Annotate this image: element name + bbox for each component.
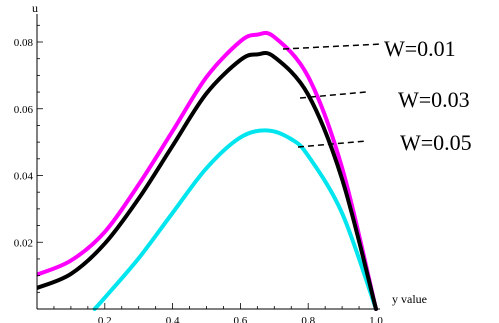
x-tick-label: 0.4 xyxy=(166,315,180,323)
series-line-w-0-01 xyxy=(37,30,378,311)
axes-layer xyxy=(36,14,380,310)
legend-label: W=0.03 xyxy=(398,87,470,112)
series-layer xyxy=(37,30,378,311)
legend-leader-line xyxy=(297,140,367,148)
labels-layer: 0.02 0.04 0.06 0.08 0.2 0.4 0.6 0.8 1.0 u y value xyxy=(14,1,427,323)
x-tick-label: 1.0 xyxy=(369,315,383,323)
x-tick-label: 0.6 xyxy=(234,315,248,323)
x-tick-label: 0.8 xyxy=(301,315,315,323)
legend-label: W=0.05 xyxy=(400,130,472,155)
y-tick-label: 0.02 xyxy=(14,237,33,249)
legend-leader-line xyxy=(282,43,383,50)
x-tick-label: 0.2 xyxy=(98,315,112,323)
y-tick-label: 0.06 xyxy=(14,104,34,116)
legend-leader-line xyxy=(299,91,367,99)
legend-layer: W=0.01 W=0.03 W=0.05 xyxy=(282,36,472,155)
series-line-w-0-03 xyxy=(37,50,378,311)
y-tick-label: 0.04 xyxy=(14,171,34,183)
series-line-w-0-05 xyxy=(92,128,378,311)
y-tick-label: 0.08 xyxy=(14,37,34,49)
legend-label: W=0.01 xyxy=(384,36,456,61)
x-axis-label: y value xyxy=(392,292,427,306)
y-axis-label: u xyxy=(32,1,38,15)
